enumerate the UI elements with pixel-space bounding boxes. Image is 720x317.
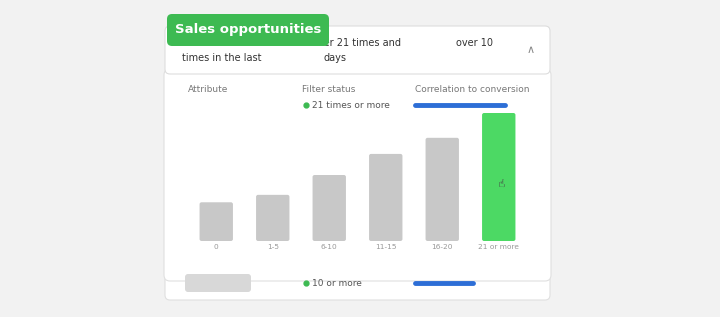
Text: Sales opportunities: Sales opportunities	[175, 23, 321, 36]
Text: Correlation to conversion: Correlation to conversion	[415, 85, 529, 94]
Text: 6-10: 6-10	[321, 244, 338, 250]
Text: Users who do: Users who do	[182, 38, 248, 48]
FancyBboxPatch shape	[199, 202, 233, 241]
Text: times in the last: times in the last	[182, 53, 261, 63]
Text: over 21 times and: over 21 times and	[312, 38, 401, 48]
FancyBboxPatch shape	[402, 36, 450, 50]
FancyBboxPatch shape	[185, 274, 251, 292]
Text: 1-5: 1-5	[266, 244, 279, 250]
FancyBboxPatch shape	[164, 69, 551, 281]
Text: 11-15: 11-15	[375, 244, 397, 250]
Text: days: days	[324, 53, 347, 63]
FancyBboxPatch shape	[426, 138, 459, 241]
FancyBboxPatch shape	[482, 113, 516, 241]
Text: ☜: ☜	[494, 178, 504, 188]
FancyBboxPatch shape	[369, 154, 402, 241]
FancyBboxPatch shape	[165, 26, 550, 74]
FancyBboxPatch shape	[167, 14, 329, 46]
Text: 10 or more: 10 or more	[312, 279, 362, 288]
Text: ∧: ∧	[527, 45, 535, 55]
FancyBboxPatch shape	[254, 36, 306, 50]
FancyBboxPatch shape	[312, 175, 346, 241]
Text: Filter status: Filter status	[302, 85, 356, 94]
Text: 0: 0	[214, 244, 219, 250]
FancyBboxPatch shape	[185, 96, 273, 115]
FancyBboxPatch shape	[256, 195, 289, 241]
Text: Attribute: Attribute	[188, 85, 228, 94]
Text: over 10: over 10	[456, 38, 493, 48]
Text: 21 or more: 21 or more	[478, 244, 519, 250]
Text: 16-20: 16-20	[431, 244, 453, 250]
FancyBboxPatch shape	[165, 266, 550, 300]
FancyBboxPatch shape	[270, 51, 318, 65]
Text: 21 times or more: 21 times or more	[312, 100, 390, 109]
